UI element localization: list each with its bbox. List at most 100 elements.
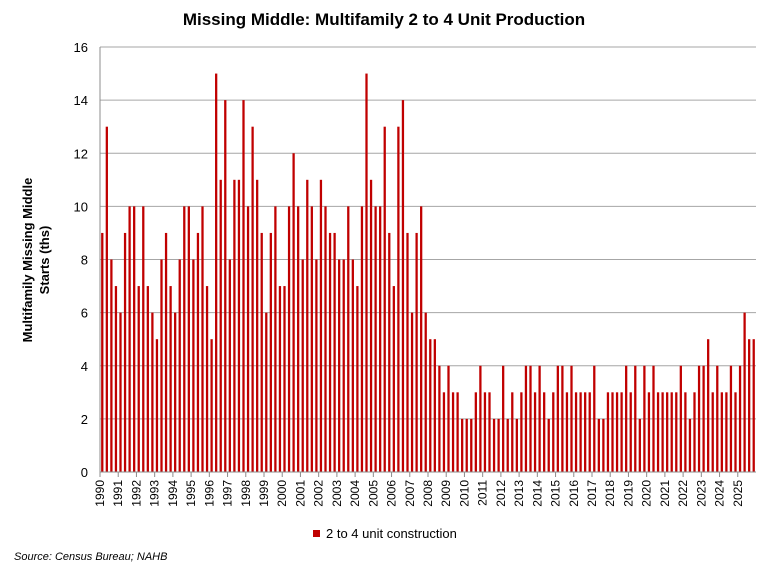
bar [529, 365, 532, 472]
bar [456, 392, 459, 472]
bar [634, 365, 637, 472]
bar [707, 339, 710, 472]
bar [310, 206, 313, 472]
bar [511, 392, 514, 472]
bar [543, 392, 546, 472]
bar [675, 392, 678, 472]
source-note: Source: Census Bureau; NAHB [14, 551, 168, 563]
x-tick-label: 2008 [421, 480, 435, 507]
x-tick-label: 2021 [658, 480, 672, 507]
bar [155, 339, 159, 472]
bar [447, 365, 450, 472]
bar [328, 232, 332, 472]
bar [301, 259, 304, 472]
bar [246, 206, 250, 472]
bar [287, 206, 291, 472]
bar [333, 232, 336, 472]
bar [561, 365, 564, 472]
x-tick-label: 2014 [530, 480, 544, 507]
bar [647, 392, 651, 472]
y-tick-label: 14 [74, 93, 88, 108]
x-tick-label: 2020 [640, 480, 654, 507]
bar [278, 286, 282, 472]
y-axis-label-line: Starts (ths) [37, 226, 52, 295]
bar [483, 392, 487, 472]
bar [110, 259, 113, 472]
bar [360, 206, 364, 472]
bar [183, 206, 186, 472]
bar [274, 206, 277, 472]
bar [433, 339, 436, 472]
chart-title: Missing Middle: Multifamily 2 to 4 Unit … [182, 10, 586, 29]
bar [256, 179, 259, 472]
y-tick-label: 4 [81, 359, 88, 374]
x-tick-label: 2018 [603, 480, 617, 507]
bar [119, 312, 122, 472]
bar [174, 312, 177, 472]
legend-label: 2 to 4 unit construction [326, 526, 457, 541]
bar [506, 418, 509, 472]
bar [638, 418, 641, 472]
bar [401, 100, 405, 472]
bar [734, 392, 737, 472]
x-tick-label: 2017 [585, 480, 599, 507]
bar [565, 392, 569, 472]
x-tick-label: 1996 [202, 480, 216, 507]
bar [228, 259, 231, 472]
bar [201, 206, 204, 472]
bar [661, 392, 664, 472]
y-axis-label-line: Multifamily Missing Middle [20, 178, 35, 343]
bar [392, 286, 395, 472]
bar [369, 179, 373, 472]
bar [297, 206, 300, 472]
bar [105, 126, 108, 472]
x-tick-label: 2025 [731, 480, 745, 507]
y-tick-label: 10 [74, 199, 88, 214]
bar [356, 286, 359, 472]
bar [292, 153, 295, 472]
x-tick-label: 2001 [293, 480, 307, 507]
bar [438, 365, 441, 472]
bar [593, 365, 596, 472]
bar [429, 339, 432, 472]
bar [406, 232, 409, 472]
bar [146, 286, 149, 472]
bar [524, 365, 528, 472]
bar [520, 392, 523, 472]
bar [160, 259, 163, 472]
bar [743, 312, 746, 472]
bar [748, 339, 751, 472]
axes: 0 2 4 6 8 10 12 14 16 1990 1991 1992 1993 1994 1995 199… [74, 40, 756, 507]
bar [670, 392, 673, 472]
bar [611, 392, 614, 472]
x-tick-label: 2013 [512, 480, 526, 507]
bar [643, 365, 646, 472]
bar [666, 392, 669, 472]
bar [515, 418, 518, 472]
bar [470, 418, 473, 472]
x-tick-label: 2002 [312, 480, 326, 507]
bar [388, 232, 391, 472]
bar [738, 365, 742, 472]
bar [451, 392, 455, 472]
bar [497, 418, 500, 472]
bar [351, 259, 354, 472]
legend: 2 to 4 unit construction [313, 526, 457, 541]
bar [342, 259, 345, 472]
bars [101, 73, 755, 472]
bar [502, 365, 505, 472]
bar [347, 206, 350, 472]
bar [133, 206, 136, 472]
bar [538, 365, 541, 472]
bar [397, 126, 400, 472]
bar [442, 392, 446, 472]
x-tick-label: 2007 [403, 480, 417, 507]
x-tick-label: 2006 [385, 480, 399, 507]
bar [196, 232, 200, 472]
bar [215, 73, 218, 472]
bar [688, 418, 692, 472]
x-tick-label: 1990 [93, 480, 107, 507]
x-tick-label: 1999 [257, 480, 271, 507]
bar [178, 259, 181, 472]
